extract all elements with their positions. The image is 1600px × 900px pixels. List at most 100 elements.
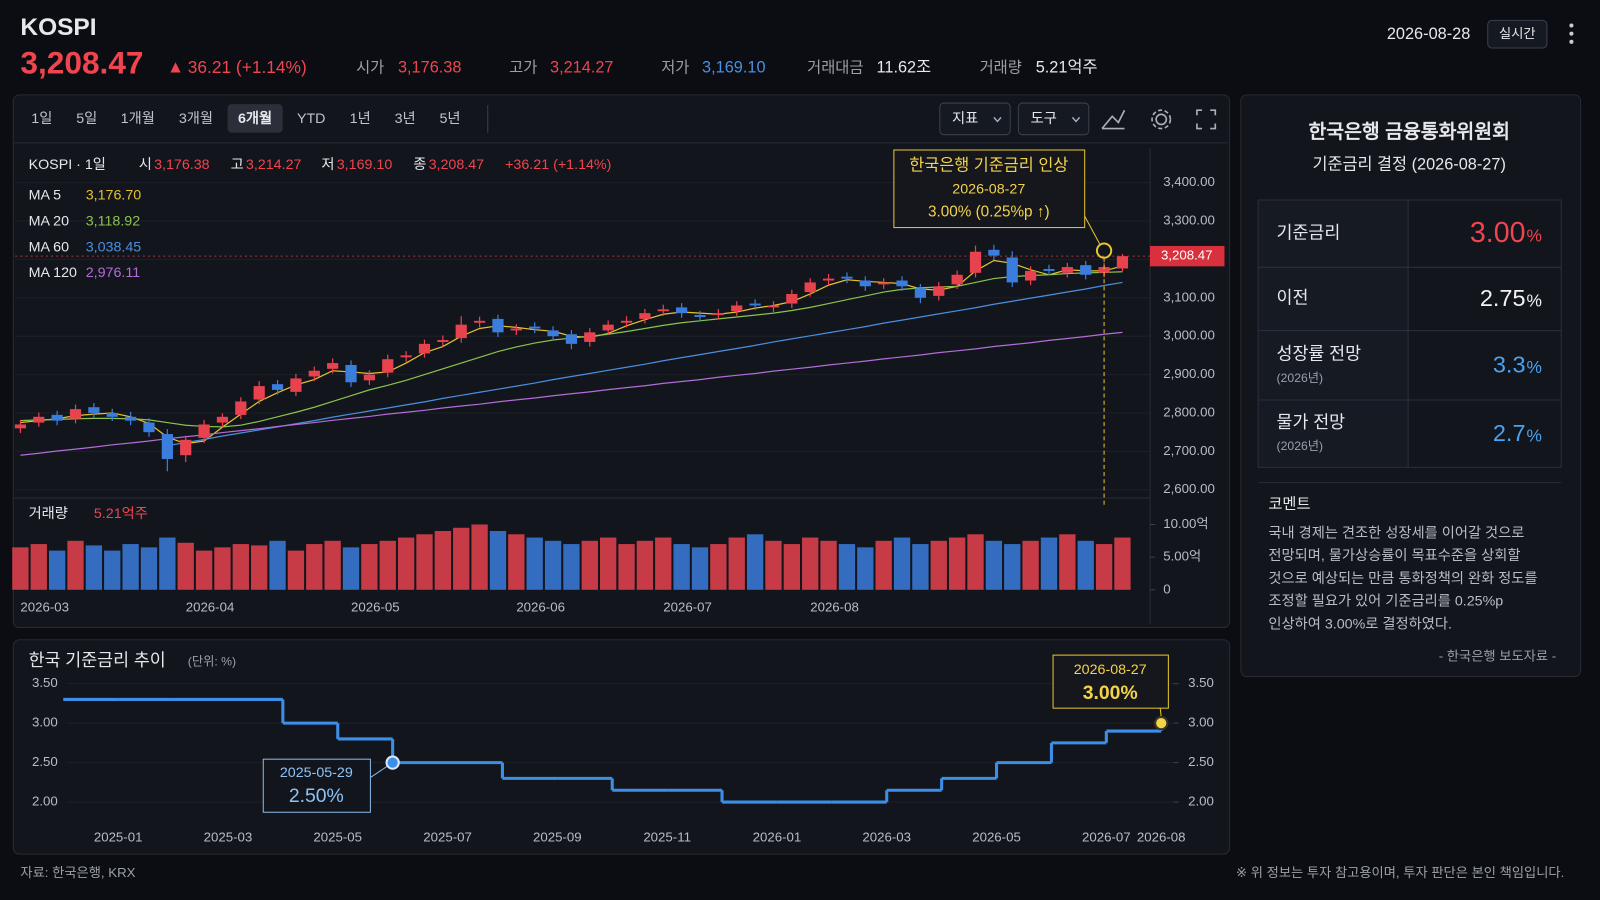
index-change: 36.21 (+1.14%) xyxy=(188,57,307,77)
range-tab[interactable]: 1개월 xyxy=(121,110,155,127)
candle-body xyxy=(731,305,743,312)
volume-bar xyxy=(416,534,433,590)
range-tab[interactable]: 1일 xyxy=(31,110,52,127)
candle-body xyxy=(914,288,927,298)
decision-table: 기준금리 3.00 % 이전 2.75 % 성장률 전망 (2026년) 3.3 % 물가 전망 (2… xyxy=(1257,199,1562,468)
realtime-button[interactable] xyxy=(1487,19,1548,49)
stat-label: 저가 xyxy=(661,59,689,76)
annotation-connector xyxy=(1083,214,1101,245)
candle-body xyxy=(418,343,431,354)
volume-value: 5.21억주 xyxy=(94,505,148,522)
x-tick-label: 2026-07 xyxy=(663,600,712,615)
y-tick-label: 3.50 xyxy=(32,675,58,690)
fullscreen-icon[interactable] xyxy=(1196,109,1217,130)
annotation-date: 2026-08-27 xyxy=(1074,662,1147,678)
y2-tick-label: 3.50 xyxy=(1188,675,1214,690)
volume-bar xyxy=(85,545,103,590)
volume-bar xyxy=(1040,537,1058,590)
row-value: 2.75 xyxy=(1480,285,1526,311)
candle-body xyxy=(198,424,210,438)
y-tick-label: 2,900.00 xyxy=(1163,366,1215,381)
volume-bar xyxy=(1022,540,1039,590)
dropdown-chevron[interactable] xyxy=(1071,116,1081,123)
range-tab[interactable]: YTD xyxy=(297,111,326,127)
candle-body xyxy=(694,315,706,317)
comment-line: 전망되며, 물가상승률이 목표수준을 상회할 xyxy=(1268,547,1520,564)
volume-bar xyxy=(783,544,800,590)
dropdown[interactable] xyxy=(939,102,1011,136)
row-unit: % xyxy=(1527,291,1542,311)
volume-bar xyxy=(48,550,66,590)
candle-body xyxy=(161,434,173,460)
dropdown-label[interactable]: 도구 xyxy=(1031,111,1057,127)
row-unit: % xyxy=(1527,225,1542,245)
y-tick-label: 2.50 xyxy=(32,754,58,769)
settings-icon-cog[interactable] xyxy=(1151,109,1172,130)
y2-tick-label: 2.00 xyxy=(1188,794,1214,809)
y-tick-label: 2,600.00 xyxy=(1163,481,1215,496)
volume-tick-label: 0 xyxy=(1163,581,1170,596)
volume-bar xyxy=(342,547,360,590)
dropdown[interactable] xyxy=(1017,102,1090,136)
volume-bar xyxy=(1004,544,1021,590)
active-tab[interactable] xyxy=(227,104,283,133)
table-value-cell xyxy=(1407,330,1562,401)
volume-bar xyxy=(214,547,231,590)
y-tick-label: 3,100.00 xyxy=(1163,289,1215,304)
footer-source: 자료: 한국은행, KRX xyxy=(20,865,135,880)
volume-bar xyxy=(1059,534,1076,590)
volume-bar xyxy=(30,544,47,590)
range-tab[interactable]: 3년 xyxy=(395,110,416,127)
settings-icon[interactable] xyxy=(1155,113,1168,126)
comment-line: 인상하여 3.00%로 결정하였다. xyxy=(1268,615,1452,632)
volume-bar xyxy=(820,540,837,590)
candle-body xyxy=(345,364,357,383)
candle-body xyxy=(1025,270,1037,281)
x-tick-label: 2026-08 xyxy=(810,600,859,615)
range-tab[interactable]: 5년 xyxy=(439,110,460,127)
ma-name: MA 120 xyxy=(29,265,77,281)
range-tab[interactable]: 6개월 xyxy=(238,110,272,127)
candle-body xyxy=(933,286,945,296)
candlestick-chart: 2,600.00 2,700.00 2,800.00 2,900.00 3,000.00… xyxy=(12,149,1225,615)
candle-body xyxy=(676,307,688,314)
row-label: 이전 xyxy=(1277,288,1309,308)
dropdown-label[interactable]: 지표 xyxy=(952,110,978,127)
more-menu[interactable] xyxy=(1569,23,1574,44)
annotation-connector xyxy=(1159,708,1162,718)
ohlc-label: 고 xyxy=(231,157,244,173)
x-tick-label: 2026-01 xyxy=(753,829,802,844)
volume-tick-label: 10.00억 xyxy=(1163,516,1208,531)
volume-bar xyxy=(691,547,709,590)
index-name: KOSPI xyxy=(20,14,96,41)
row-unit: % xyxy=(1527,357,1542,377)
annotation-box xyxy=(1052,654,1169,709)
volume-bar xyxy=(195,550,213,590)
volume-bar xyxy=(122,544,139,590)
range-tab[interactable]: 1년 xyxy=(350,110,371,127)
y-tick-label: 2,800.00 xyxy=(1163,404,1215,419)
x-tick-label: 2026-03 xyxy=(20,600,69,615)
candle-body xyxy=(125,416,137,421)
chart-type-icon[interactable] xyxy=(1101,109,1126,130)
comment-heading: 코멘트 xyxy=(1268,496,1310,513)
annotation-dot xyxy=(1095,242,1113,259)
realtime-label[interactable]: 실시간 xyxy=(1499,26,1536,41)
candle-body xyxy=(822,278,835,281)
volume-bar xyxy=(600,537,617,590)
range-tab[interactable]: 5일 xyxy=(76,110,97,127)
volume-bar xyxy=(930,540,947,590)
volume-bar xyxy=(673,544,690,590)
range-tab[interactable]: 3개월 xyxy=(179,110,213,127)
volume-bar xyxy=(251,545,268,590)
last-price-tag xyxy=(1150,245,1225,267)
stat-label: 시가 xyxy=(356,59,384,76)
candle-body xyxy=(33,416,45,423)
candle-body xyxy=(1098,267,1110,273)
annotation-title: 한국은행 기준금리 인상 xyxy=(909,157,1068,175)
candle-body xyxy=(308,370,320,377)
unit-label: (단위: %) xyxy=(188,654,236,668)
dropdown-chevron[interactable] xyxy=(993,116,1002,123)
y-tick-label: 3,300.00 xyxy=(1163,213,1215,228)
